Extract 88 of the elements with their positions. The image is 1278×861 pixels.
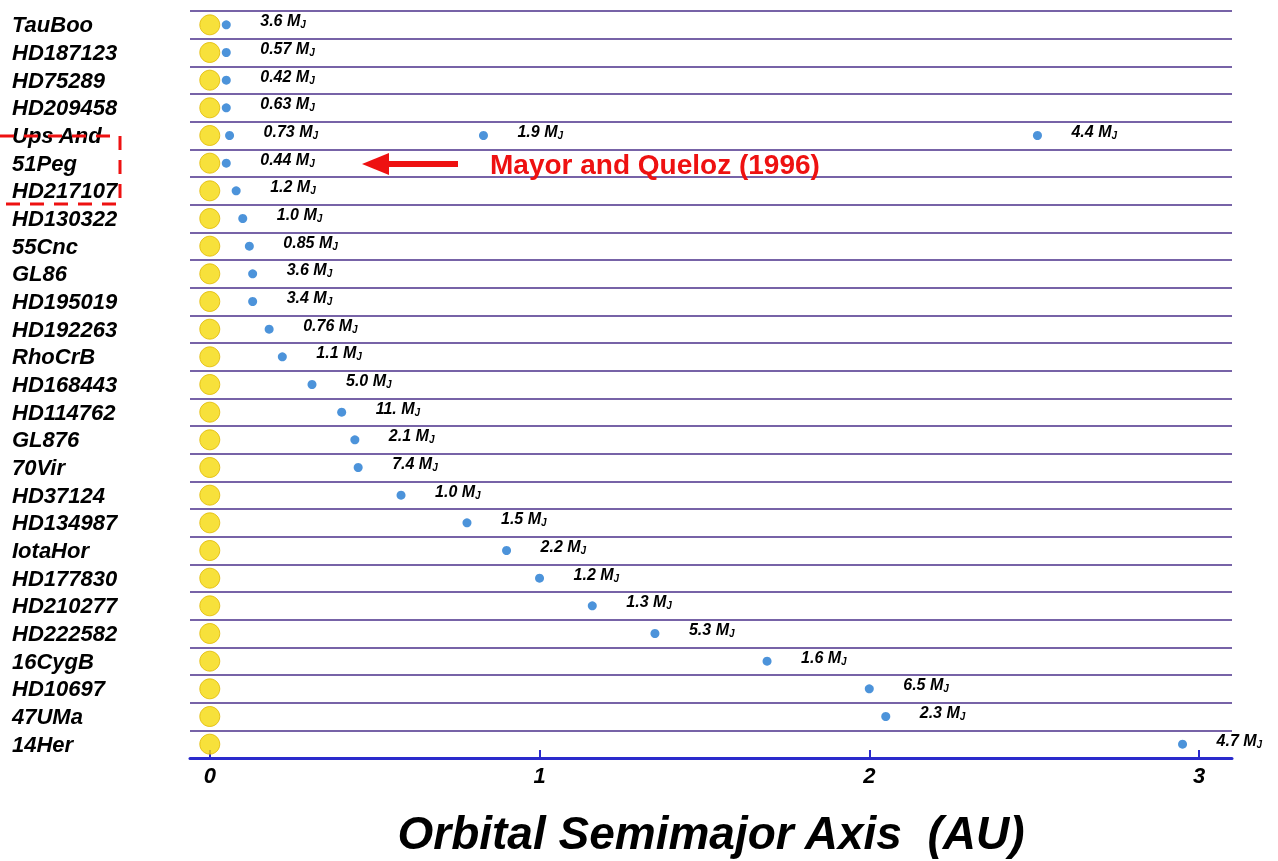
- x-tick-label: 3: [1192, 762, 1206, 788]
- y-tick-label: HD177830: [12, 565, 118, 591]
- point: [221, 158, 231, 168]
- point: [199, 208, 221, 229]
- point: [199, 457, 221, 478]
- y-tick-label: HD217107: [12, 178, 119, 204]
- point: [199, 540, 221, 561]
- y-tick-label: HD134987: [12, 510, 119, 536]
- point: [350, 435, 360, 445]
- point: [225, 131, 235, 140]
- point: [502, 546, 512, 555]
- point: [199, 733, 221, 755]
- point: [231, 186, 241, 196]
- point: [199, 42, 221, 63]
- y-tick-label: RhoCrB: [12, 344, 96, 370]
- point: [264, 324, 274, 334]
- point: [221, 75, 231, 85]
- point: [199, 318, 221, 340]
- point: [199, 623, 221, 644]
- point: [199, 401, 221, 423]
- y-tick-label: 47UMa: [11, 704, 83, 729]
- y-tick-label: IotaHor: [12, 538, 91, 563]
- point: [277, 352, 287, 362]
- annotation: Mayor and Queloz (1996): [490, 148, 820, 180]
- y-tick-label: GL86: [12, 261, 68, 287]
- point: [199, 346, 221, 368]
- point: [353, 463, 363, 472]
- y-tick-label: HD195019: [12, 289, 118, 314]
- x-axis-title: Orbital Semimajor Axis (AU): [397, 807, 1025, 859]
- point: [199, 706, 221, 727]
- y-tick-label: 51Peg: [12, 150, 78, 176]
- point: [199, 650, 221, 672]
- point: [199, 263, 221, 285]
- point: [199, 235, 221, 257]
- y-tick-label: 14Her: [12, 731, 75, 757]
- point: [881, 712, 891, 721]
- point: [587, 601, 597, 611]
- y-tick-label: HD168443: [12, 372, 118, 397]
- point: [199, 69, 221, 91]
- point: [221, 48, 231, 57]
- y-tick-label: HD187123: [12, 40, 118, 65]
- point: [199, 512, 221, 534]
- y-tick-label: HD10697: [12, 676, 107, 702]
- point: [199, 678, 221, 700]
- point: [462, 518, 472, 528]
- point: [199, 14, 221, 36]
- y-tick-label: HD75289: [12, 67, 106, 93]
- y-tick-label: HD222582: [12, 621, 118, 646]
- x-tick-label: 1: [533, 762, 546, 788]
- point: [199, 595, 221, 617]
- point: [248, 269, 258, 279]
- point: [478, 131, 488, 140]
- point: [244, 241, 254, 251]
- point: [199, 152, 221, 174]
- y-tick-label: HD114762: [12, 399, 117, 425]
- point: [307, 380, 317, 389]
- y-tick-label: HD210277: [12, 593, 119, 619]
- point: [864, 684, 874, 694]
- point: [199, 429, 221, 451]
- point: [762, 656, 772, 666]
- point: [199, 374, 221, 395]
- point: [650, 629, 660, 638]
- point: [1032, 131, 1042, 140]
- point: [199, 125, 221, 146]
- x-tick-label: 0: [203, 762, 217, 788]
- y-tick-label: HD130322: [12, 206, 118, 231]
- y-tick-label: HD192263: [12, 316, 118, 342]
- point: [199, 180, 221, 202]
- point: [199, 567, 221, 589]
- point: [238, 214, 248, 223]
- x-tick-label: 2: [862, 762, 877, 788]
- point: [199, 291, 221, 312]
- point: [221, 103, 231, 113]
- y-tick-label: HD209458: [12, 95, 118, 121]
- y-tick-label: 55Cnc: [12, 233, 79, 259]
- point: [199, 97, 221, 119]
- point: [199, 484, 221, 506]
- y-tick-label: 70Vir: [12, 455, 67, 480]
- point: [535, 573, 545, 583]
- point: [221, 20, 231, 30]
- point: [1178, 739, 1188, 749]
- point: [337, 407, 347, 417]
- point: [248, 297, 258, 306]
- y-tick-label: HD37124: [12, 482, 105, 508]
- point: [396, 490, 406, 500]
- y-tick-label: TauBoo: [12, 12, 94, 38]
- y-tick-label: 16CygB: [12, 648, 95, 674]
- y-tick-label: GL876: [12, 427, 81, 453]
